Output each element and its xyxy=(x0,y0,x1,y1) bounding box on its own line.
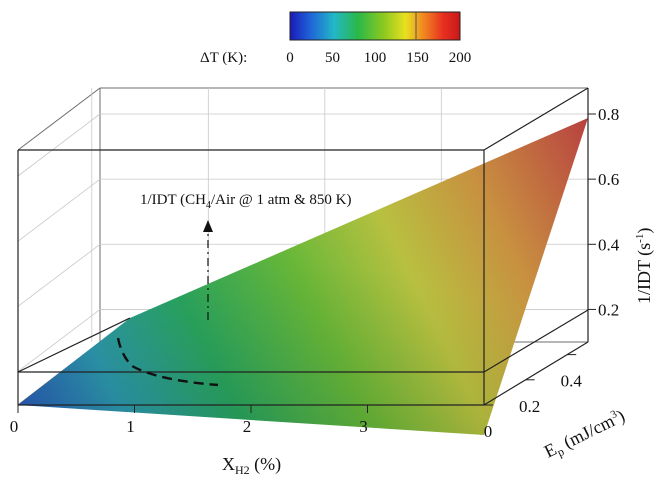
annotation-arrowhead xyxy=(203,220,213,232)
x-axis-ticks: 0 1 2 3 xyxy=(10,405,368,436)
x-tick-label: 2 xyxy=(243,417,252,436)
grid-line xyxy=(17,243,101,307)
z-axis-ticks: 0.2 0.4 0.6 0.8 xyxy=(588,105,620,319)
colorbar-tick-label: 100 xyxy=(364,50,387,66)
surface-shade xyxy=(18,118,588,435)
z-tick-label: 0.6 xyxy=(598,170,619,189)
x-tick-label: 3 xyxy=(359,417,368,436)
colorbar-tick-label: 150 xyxy=(406,50,429,66)
x-tick-label: 1 xyxy=(126,417,135,436)
colorbar-tick-label: 50 xyxy=(325,50,340,66)
x-tick-label: 0 xyxy=(10,417,19,436)
grid-line xyxy=(17,309,101,372)
colorbar-tick-label: 0 xyxy=(286,50,294,66)
grid-line xyxy=(17,178,101,242)
y-tick-label: 0 xyxy=(484,422,493,441)
colorbar-label: ΔT (K): xyxy=(200,50,247,66)
y-tick-label: 0.4 xyxy=(561,372,583,391)
x-axis-title: XH2 (%) xyxy=(222,454,281,477)
z-axis-title: 1/IDT (s-1) xyxy=(634,228,655,304)
colorbar xyxy=(289,11,461,41)
y-axis-ticks: 0 0.2 0.4 xyxy=(484,354,583,441)
colorbar-tick-label: 200 xyxy=(449,50,472,66)
annotation-text: 1/IDT (CH4/Air @ 1 atm & 850 K) xyxy=(140,192,351,211)
z-tick-label: 0.8 xyxy=(598,105,619,124)
z-tick-label: 0.4 xyxy=(598,235,620,254)
y-tick-label: 0.2 xyxy=(519,397,540,416)
grid-line xyxy=(17,113,101,177)
z-tick-label: 0.2 xyxy=(598,300,619,319)
colorbar-ticks: 0 50 100 150 200 xyxy=(286,50,471,66)
y-axis-title: Ep (mJ/cm3) xyxy=(541,405,629,464)
